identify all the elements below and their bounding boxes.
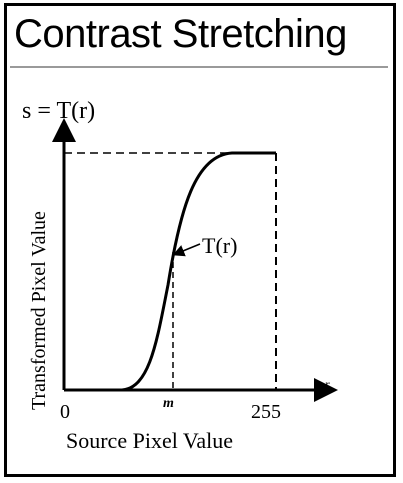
y-axis-label: Transformed Pixel Value (28, 211, 50, 410)
x-axis-label: Source Pixel Value (66, 428, 233, 453)
title-underline (10, 66, 388, 68)
x-tick-origin: 0 (60, 401, 70, 423)
page-title: Contrast Stretching (14, 12, 347, 56)
x-tick-max: 255 (251, 401, 281, 423)
curve-label: T(r) (202, 233, 237, 258)
curve-label-pointer (172, 243, 201, 257)
x-tick-midpoint: m (163, 396, 174, 411)
transfer-curve (121, 151, 276, 392)
function-label: s = T(r) (22, 98, 95, 124)
x-axis-end-symbol: r (325, 377, 330, 391)
